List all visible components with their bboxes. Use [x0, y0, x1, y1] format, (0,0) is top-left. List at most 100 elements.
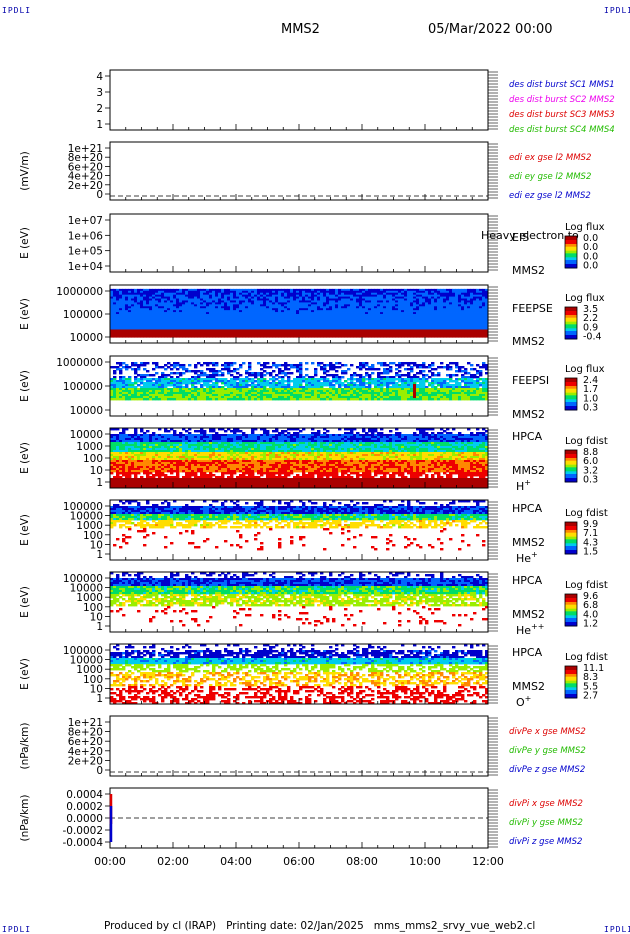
spectrogram-cell	[161, 308, 165, 311]
spectrogram-cell	[128, 396, 132, 399]
spectrogram-cell	[209, 315, 213, 319]
spectrogram-cell	[242, 319, 246, 323]
spectrogram-cell	[410, 304, 414, 307]
spectrogram-cell	[164, 376, 168, 379]
spectrogram-cell	[182, 335, 186, 338]
spectrogram-cell	[350, 304, 354, 307]
spectrogram-cell	[305, 298, 309, 301]
spectrogram-cell	[209, 394, 213, 397]
spectrogram-cell	[212, 372, 216, 375]
spectrogram-cell	[140, 382, 144, 385]
spectrogram-cell	[161, 298, 165, 301]
spectrogram-cell	[359, 331, 363, 334]
spectrogram-cell	[407, 312, 411, 315]
spectrogram-cell	[368, 366, 372, 369]
spectrogram-cell	[413, 298, 417, 301]
spectrogram-cell	[143, 327, 147, 330]
spectrogram-cell	[194, 306, 198, 309]
spectrogram-cell	[359, 298, 363, 301]
spectrogram-cell	[293, 298, 297, 301]
spectrogram-cell	[242, 290, 246, 294]
spectrogram-cell	[170, 319, 174, 323]
spectrogram-cell	[254, 314, 258, 317]
spectrogram-cell	[389, 308, 393, 311]
spectrogram-cell	[212, 329, 216, 332]
spectrogram-cell	[326, 364, 330, 367]
spectrogram-cell	[458, 331, 462, 334]
spectrogram-cell	[350, 296, 354, 299]
spectrogram-cell	[332, 298, 336, 301]
spectrogram-cell	[326, 319, 330, 323]
spectrogram-cell	[413, 302, 417, 305]
spectrogram-cell	[122, 312, 126, 315]
spectrogram-cell	[401, 306, 405, 309]
spectrogram-cell	[362, 396, 366, 399]
spectrogram-cell	[278, 380, 282, 383]
spectrogram-cell	[212, 314, 216, 317]
spectrogram-cell	[155, 292, 159, 296]
spectrogram-cell	[443, 300, 447, 303]
spectrogram-cell	[299, 376, 303, 379]
spectrogram-cell	[461, 329, 465, 332]
spectrogram-cell	[161, 327, 165, 330]
spectrogram-cell	[473, 327, 477, 330]
spectrogram-cell	[440, 325, 444, 328]
spectrogram-cell	[194, 380, 198, 383]
spectrogram-cell	[167, 306, 171, 309]
spectrogram-cell	[173, 378, 177, 381]
spectrogram-cell	[323, 294, 327, 297]
spectrogram-cell	[254, 298, 258, 301]
spectrogram-cell	[329, 335, 333, 338]
spectrogram-cell	[137, 325, 141, 328]
spectrogram-cell	[149, 392, 153, 395]
spectrogram-cell	[353, 300, 357, 303]
spectrogram-cell	[194, 314, 198, 317]
spectrogram-cell	[191, 323, 195, 326]
spectrogram-cell	[371, 302, 375, 305]
spectrogram-cell	[176, 392, 180, 395]
spectrogram-cell	[410, 315, 414, 319]
spectrogram-cell	[473, 296, 477, 299]
y-tick-label: 10000	[70, 332, 103, 344]
spectrogram-cell	[356, 388, 360, 391]
spectrogram-cell	[230, 327, 234, 330]
spectrogram-cell	[191, 319, 195, 323]
spectrogram-cell	[404, 331, 408, 334]
spectrogram-cell	[335, 290, 339, 294]
spectrogram-cell	[173, 362, 177, 365]
spectrogram-cell	[485, 333, 489, 336]
spectrogram-cell	[458, 308, 462, 311]
spectrogram-cell	[404, 310, 408, 313]
spectrogram-cell	[212, 333, 216, 336]
spectrogram-cell	[290, 306, 294, 309]
spectrogram-cell	[158, 317, 162, 321]
spectrogram-cell	[137, 398, 141, 401]
spectrogram-cell	[125, 364, 129, 367]
spectrogram-cell	[281, 300, 285, 303]
spectrogram-cell	[455, 302, 459, 305]
spectrogram-cell	[113, 335, 117, 338]
spectrogram-cell	[110, 290, 114, 294]
spectrogram-cell	[479, 306, 483, 309]
spectrogram-cell	[245, 288, 249, 292]
spectrogram-cell	[155, 398, 159, 401]
spectrogram-cell	[149, 308, 153, 311]
spectrogram-cell	[254, 312, 258, 315]
spectrogram-cell	[383, 306, 387, 309]
spectrogram-cell	[194, 388, 198, 391]
spectrogram-cell	[215, 294, 219, 297]
spectrogram-cell	[440, 319, 444, 323]
spectrogram-cell	[155, 362, 159, 365]
spectrogram-cell	[320, 302, 324, 305]
spectrogram-cell	[191, 370, 195, 373]
spectrogram-cell	[371, 308, 375, 311]
spectrogram-cell	[386, 376, 390, 379]
spectrogram-cell	[263, 317, 267, 321]
spectrogram-cell	[416, 378, 420, 381]
spectrogram-cell	[173, 372, 177, 375]
spectrogram-cell	[212, 374, 216, 377]
spectrogram-cell	[191, 312, 195, 315]
spectrogram-cell	[230, 306, 234, 309]
spectrogram-cell	[194, 325, 198, 328]
spectrogram-cell	[428, 296, 432, 299]
